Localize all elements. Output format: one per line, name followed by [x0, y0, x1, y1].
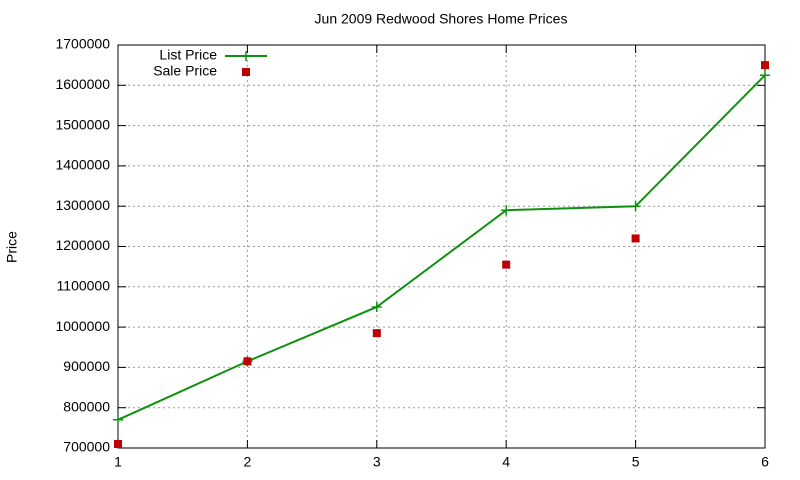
x-tick-label: 5: [632, 454, 640, 470]
legend-label: List Price: [159, 47, 217, 63]
point: [501, 205, 512, 216]
y-axis-label: Price: [4, 231, 20, 263]
point: [371, 301, 382, 312]
x-tick-label: 6: [761, 454, 769, 470]
y-tick-label: 1400000: [55, 157, 110, 173]
point: [114, 439, 122, 448]
point: [760, 70, 770, 81]
legend-label: Sale Price: [153, 63, 217, 79]
y-tick-label: 1100000: [57, 278, 111, 294]
point: [113, 414, 123, 425]
y-tick-label: 1300000: [55, 197, 110, 213]
x-tick-label: 3: [373, 454, 381, 470]
legend-marker: [241, 51, 251, 61]
y-tick-label: 800000: [63, 398, 110, 414]
chart-title: Jun 2009 Redwood Shores Home Prices: [315, 11, 568, 27]
plot-border: [117, 44, 766, 449]
point: [502, 260, 511, 269]
y-tick-label: 1500000: [55, 116, 110, 132]
point: [630, 201, 641, 212]
y-tick-label: 1000000: [55, 318, 110, 334]
legend-marker: [242, 68, 250, 76]
x-tick-label: 1: [114, 454, 122, 470]
y-tick-label: 1200000: [55, 237, 110, 253]
point: [372, 329, 381, 338]
point: [631, 234, 640, 243]
point: [761, 61, 769, 70]
y-tick-label: 900000: [63, 358, 110, 374]
y-tick-label: 1700000: [55, 36, 110, 52]
x-tick-label: 2: [244, 454, 252, 470]
y-tick-label: 700000: [63, 439, 110, 455]
point: [243, 357, 252, 366]
x-tick-label: 4: [502, 454, 510, 470]
y-tick-label: 1600000: [55, 76, 110, 92]
series-line: [117, 74, 766, 421]
